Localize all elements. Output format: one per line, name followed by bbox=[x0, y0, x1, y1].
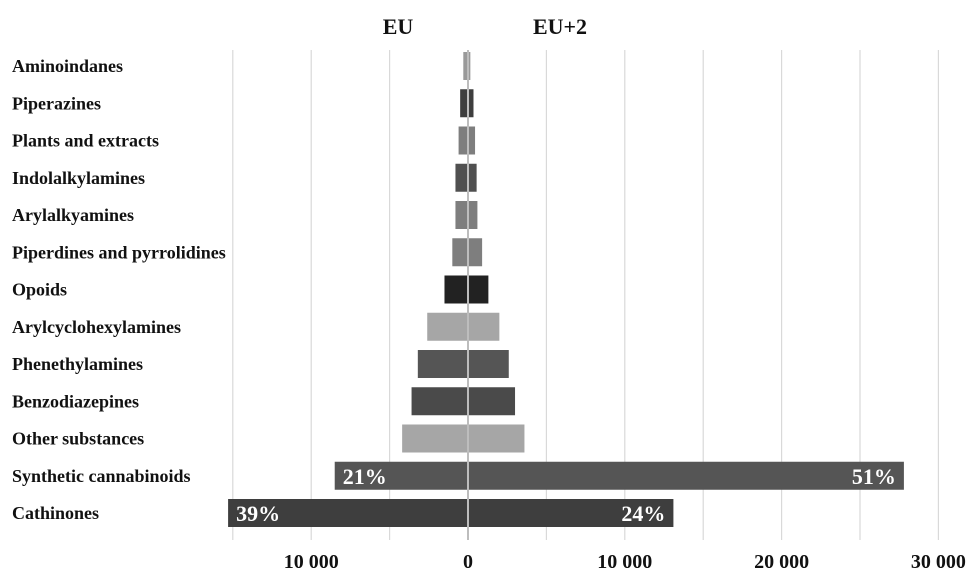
bar-eu-arylalkyamines bbox=[455, 201, 468, 229]
bar-eu-cathinones bbox=[228, 499, 468, 527]
series-header-eu: EU bbox=[383, 14, 414, 39]
bar-eu-piperdines-and-pyrrolidines bbox=[452, 238, 468, 267]
x-tick-label: 10 000 bbox=[597, 551, 652, 573]
bar-eu-plus-2-arylcyclohexylamines bbox=[468, 312, 500, 341]
category-label-opoids: Opoids bbox=[12, 280, 67, 300]
category-label-indolalkylamines: Indolalkylamines bbox=[12, 168, 145, 188]
bar-eu-benzodiazepines bbox=[411, 387, 468, 416]
bar-eu-plus-2-arylalkyamines bbox=[468, 201, 478, 229]
x-tick-label: 20 000 bbox=[754, 551, 809, 573]
x-tick-labels: 10 000 0 10 000 20 000 30 000 bbox=[284, 551, 966, 573]
bar-eu-plus-2-phenethylamines bbox=[468, 350, 509, 378]
category-label-aminoindanes: Aminoindanes bbox=[12, 56, 123, 76]
category-label-plants-and-extracts: Plants and extracts bbox=[12, 131, 159, 151]
bar-eu-plus-2-synthetic-cannabinoids bbox=[468, 461, 904, 490]
bar-eu-piperazines bbox=[460, 89, 468, 118]
category-label-piperazines: Piperazines bbox=[12, 93, 101, 113]
bar-eu-aminoindanes bbox=[463, 52, 468, 80]
bar-eu-plus-2-other-substances bbox=[468, 424, 525, 453]
bar-eu-plus-2-aminoindanes bbox=[468, 52, 471, 80]
bar-eu-plus-2-cathinones bbox=[468, 499, 674, 527]
category-label-benzodiazepines: Benzodiazepines bbox=[12, 391, 139, 411]
category-label-arylalkyamines: Arylalkyamines bbox=[12, 205, 134, 225]
x-tick-label: 30 000 bbox=[911, 551, 966, 573]
series-header-eu-plus-2: EU+2 bbox=[533, 14, 587, 39]
bar-percent-label: 21% bbox=[343, 464, 387, 489]
x-tick-label: 10 000 bbox=[284, 551, 339, 573]
bar-eu-arylcyclohexylamines bbox=[427, 312, 468, 341]
gridlines bbox=[232, 50, 940, 540]
category-label-phenethylamines: Phenethylamines bbox=[12, 354, 143, 374]
bar-eu-indolalkylamines bbox=[455, 163, 468, 192]
category-label-synthetic-cannabinoids: Synthetic cannabinoids bbox=[12, 466, 191, 486]
bar-percent-label: 51% bbox=[852, 464, 896, 489]
bar-eu-plus-2-benzodiazepines bbox=[468, 387, 516, 416]
bar-percent-label: 39% bbox=[236, 501, 280, 526]
bar-eu-synthetic-cannabinoids bbox=[334, 461, 468, 490]
category-label-piperdines-and-pyrrolidines: Piperdines and pyrrolidines bbox=[12, 242, 226, 262]
category-label-arylcyclohexylamines: Arylcyclohexylamines bbox=[12, 317, 181, 337]
bar-eu-plus-2-plants-and-extracts bbox=[468, 126, 476, 155]
bars bbox=[228, 52, 904, 527]
bar-eu-plus-2-piperdines-and-pyrrolidines bbox=[468, 238, 483, 267]
category-label-cathinones: Cathinones bbox=[12, 503, 99, 523]
category-labels: Aminoindanes Piperazines Plants and extrac… bbox=[12, 56, 226, 523]
bar-eu-plus-2-indolalkylamines bbox=[468, 163, 477, 192]
bar-eu-plus-2-opoids bbox=[468, 275, 489, 304]
bar-eu-phenethylamines bbox=[417, 350, 468, 378]
bar-eu-plants-and-extracts bbox=[458, 126, 468, 155]
bar-annotations: 21% 51% 39% 24% bbox=[236, 464, 896, 526]
x-tick-label: 0 bbox=[463, 551, 473, 573]
bar-percent-label: 24% bbox=[621, 501, 665, 526]
bar-eu-opoids bbox=[444, 275, 468, 304]
category-label-other-substances: Other substances bbox=[12, 429, 144, 449]
bar-eu-other-substances bbox=[402, 424, 468, 453]
bar-eu-plus-2-piperazines bbox=[468, 89, 474, 118]
